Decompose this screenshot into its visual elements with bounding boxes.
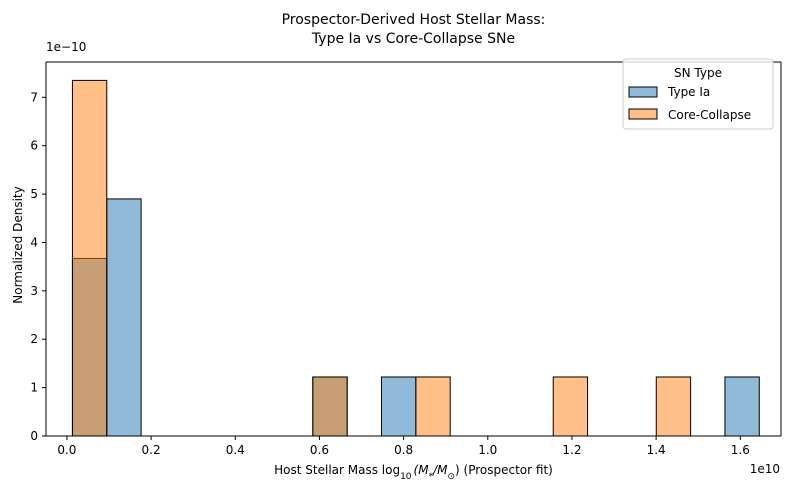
bar-type-ia-19 [724, 376, 760, 437]
axes-group [45, 61, 782, 437]
x-axis-label-over: /M [432, 463, 448, 477]
x-tick-label: 1.0 [478, 443, 497, 457]
y-scale-offset-label: 1e−10 [46, 40, 86, 54]
x-tick-label: 0.4 [226, 443, 245, 457]
legend-title: SN Type [674, 66, 722, 80]
x-axis-label-sun: ⊙ [447, 472, 455, 482]
x-tick-label: 1.6 [731, 443, 750, 457]
x-tick-label: 0.8 [394, 443, 413, 457]
chart-title-line1: Prospector-Derived Host Stellar Mass: [282, 12, 546, 28]
x-tick-label: 0.2 [142, 443, 161, 457]
chart-title-line2: Type Ia vs Core-Collapse SNe [311, 31, 515, 47]
bar-core-collapse-7 [312, 376, 348, 437]
y-tick-label: 1 [30, 381, 38, 395]
legend-label-core-collapse: Core-Collapse [668, 108, 751, 122]
x-tick-label: 0.6 [310, 443, 329, 457]
bar-type-ia-9 [381, 376, 417, 437]
bars-group [71, 79, 760, 437]
bar-type-ia-1 [106, 198, 142, 437]
x-tick-label: 0.0 [57, 443, 76, 457]
y-tick-label: 3 [30, 284, 38, 298]
y-tick-label: 6 [30, 139, 38, 153]
legend-frame [622, 58, 774, 130]
bar-core-collapse-0 [71, 79, 108, 437]
y-tick-label: 5 [30, 187, 38, 201]
legend-swatch-type-ia [628, 86, 658, 98]
bar-core-collapse-10 [415, 376, 451, 437]
y-tick-label: 7 [30, 90, 38, 104]
x-axis-label-suffix: ) (Prospector fit) [455, 463, 553, 477]
y-axis-label: Normalized Density [11, 186, 25, 304]
x-axis-label: Host Stellar Mass log10 (M*/M⊙) (Prospect… [274, 463, 553, 482]
legend-swatch-core-collapse [628, 108, 658, 120]
x-tick-label: 1.4 [647, 443, 666, 457]
legend: SN Type Type Ia Core-Collapse [622, 58, 774, 130]
y-tick-label: 2 [30, 332, 38, 346]
bar-core-collapse-14 [552, 376, 589, 437]
x-axis-label-subscript: 10 [400, 472, 412, 482]
legend-label-type-ia: Type Ia [667, 85, 710, 99]
x-axis-label-star: * [429, 472, 434, 482]
x-ticks-group: 0.0 0.2 0.4 0.6 0.8 1.0 1.2 1.4 1.6 [57, 436, 750, 457]
y-ticks-group: 0 1 2 3 4 5 6 7 [30, 90, 46, 443]
x-axis-label-prefix: Host Stellar Mass log [274, 463, 400, 477]
y-tick-label: 4 [30, 235, 38, 249]
y-tick-label: 0 [30, 429, 38, 443]
x-axis-label-math: (M [414, 463, 430, 477]
bar-core-collapse-17 [655, 376, 692, 437]
x-tick-label: 1.2 [562, 443, 581, 457]
x-scale-offset-label: 1e10 [750, 462, 780, 476]
